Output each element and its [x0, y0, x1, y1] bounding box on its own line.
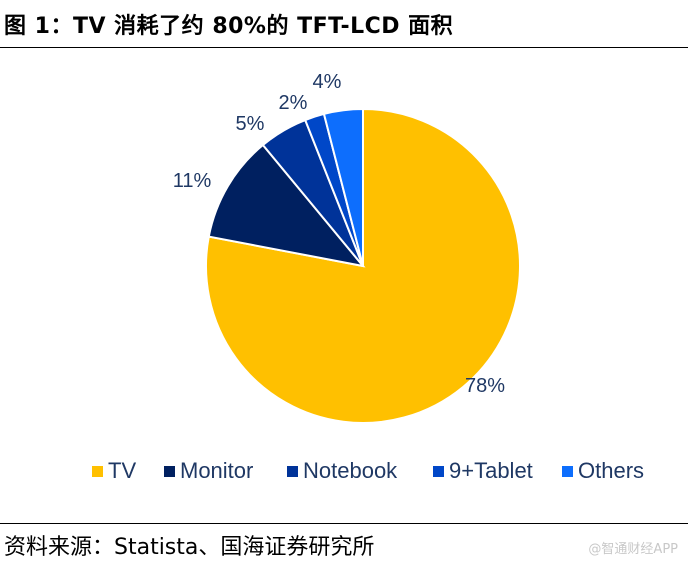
legend-label-9-tablet: 9+Tablet — [449, 458, 533, 483]
slice-label-notebook: 5% — [236, 113, 265, 135]
legend-swatch-9-tablet — [433, 466, 444, 477]
legend-label-tv: TV — [108, 458, 136, 483]
legend-swatch-tv — [92, 466, 103, 477]
figure-title: 图 1：TV 消耗了约 80%的 TFT-LCD 面积 — [4, 14, 454, 39]
legend-swatch-others — [562, 466, 573, 477]
slice-labels: 78% 11% 5% 2%4% — [173, 71, 506, 397]
pie-slice-others — [322, 107, 364, 267]
bottom-rule — [0, 523, 688, 524]
legend: TV Monitor Notebook 9+Tablet Others — [92, 458, 644, 483]
slice-label-9-tablet: 2% — [279, 92, 308, 114]
legend-swatch-monitor — [164, 466, 175, 477]
top-rule — [0, 47, 688, 48]
legend-label-notebook: Notebook — [303, 458, 398, 483]
pie-slice-monitor — [207, 143, 366, 268]
slice-label-monitor: 11% — [173, 170, 212, 192]
legend-swatch-notebook — [287, 466, 298, 477]
slice-label-others: 4% — [313, 71, 342, 93]
legend-label-others: Others — [578, 458, 644, 483]
watermark: @智通财经APP — [588, 542, 678, 557]
legend-label-monitor: Monitor — [180, 458, 253, 483]
slice-label-tv: 78% — [465, 375, 505, 397]
source-note: 资料来源：Statista、国海证券研究所 — [4, 535, 375, 560]
pie-slice-tv — [205, 107, 521, 424]
pie-chart: 78% 11% 5% 2%4% TV Monitor Notebook 9+Tablet Ot… — [92, 71, 644, 483]
pie-slices — [205, 107, 521, 424]
